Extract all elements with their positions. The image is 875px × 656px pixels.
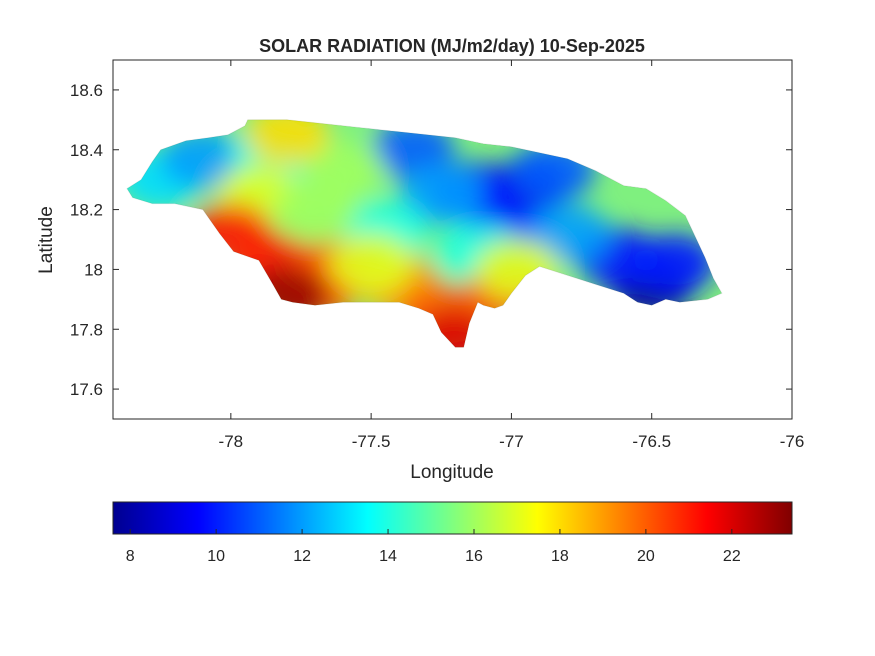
field-sample-18 bbox=[245, 119, 329, 165]
y-axis-ticks: 17.6 17.8 18 18.2 18.4 18.6 bbox=[70, 81, 792, 399]
field-sample-17 bbox=[301, 140, 386, 201]
x-axis-ticks: -78 -77.5 -77 -76.5 -76 bbox=[219, 60, 805, 451]
field-sample-13 bbox=[160, 128, 245, 189]
field-sample-2 bbox=[632, 233, 717, 294]
island-outline bbox=[126, 119, 723, 348]
y-tick-label: 18.4 bbox=[70, 141, 103, 160]
colorbar-tick-label: 18 bbox=[551, 548, 569, 565]
x-tick-label: -78 bbox=[219, 432, 244, 451]
y-tick-label: 17.6 bbox=[70, 380, 103, 399]
x-tick-label: -77.5 bbox=[352, 432, 391, 451]
field-sample-8 bbox=[399, 164, 484, 225]
x-tick-label: -77 bbox=[499, 432, 524, 451]
y-tick-label: 18.6 bbox=[70, 81, 103, 100]
y-tick-label: 17.8 bbox=[70, 320, 103, 339]
y-axis-label: Latitude bbox=[36, 206, 57, 274]
x-axis-label: Longitude bbox=[410, 462, 493, 483]
colorbar-tick-label: 8 bbox=[126, 548, 135, 565]
colorbar-tick-label: 10 bbox=[207, 548, 225, 565]
colorbar bbox=[112, 501, 793, 535]
colorbar-tick-label: 20 bbox=[637, 548, 655, 565]
field-sample-29 bbox=[329, 233, 414, 294]
chart-title: SOLAR RADIATION (MJ/m2/day) 10-Sep-2025 bbox=[259, 36, 645, 56]
x-tick-label: -76 bbox=[780, 432, 805, 451]
colorbar-tick-label: 12 bbox=[293, 548, 311, 565]
colorbar-tick-label: 14 bbox=[379, 548, 397, 565]
x-tick-label: -76.5 bbox=[632, 432, 671, 451]
colorbar-ticks: 8 10 12 14 16 18 20 22 bbox=[126, 529, 741, 565]
radiation-field bbox=[127, 119, 722, 348]
y-tick-label: 18 bbox=[84, 260, 103, 279]
y-tick-label: 18.2 bbox=[70, 201, 103, 220]
colorbar-tick-label: 22 bbox=[723, 548, 741, 565]
colorbar-tick-label: 16 bbox=[465, 548, 483, 565]
